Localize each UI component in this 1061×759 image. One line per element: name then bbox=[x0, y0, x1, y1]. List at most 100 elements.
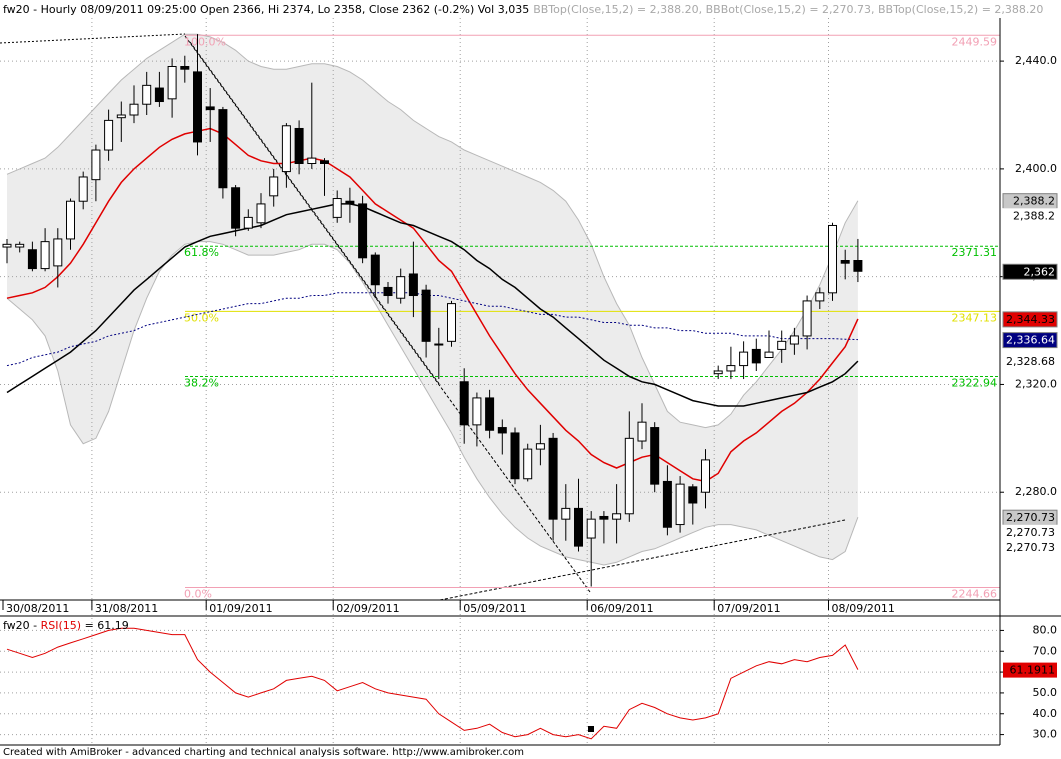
candle-body bbox=[218, 109, 228, 189]
candle-body bbox=[688, 486, 698, 504]
candle-body bbox=[789, 335, 799, 345]
candle-body bbox=[701, 459, 710, 493]
fib-level-label: 38.2% bbox=[184, 377, 219, 390]
header: fw20 - Hourly 08/09/2011 09:25:00 Open 2… bbox=[3, 3, 1043, 16]
axes: 2,440.02,400.02,3602,320.02,280.030/08/2… bbox=[0, 18, 1061, 746]
candle-body bbox=[485, 397, 495, 431]
fib-level-value: 2371.31 bbox=[952, 246, 998, 259]
candle-body bbox=[472, 397, 482, 426]
candle-body bbox=[396, 276, 406, 299]
candle-body bbox=[281, 125, 291, 173]
candle-body bbox=[129, 103, 139, 116]
rsi-marker bbox=[588, 726, 594, 732]
candle-body bbox=[193, 71, 202, 143]
candle-body bbox=[650, 427, 660, 485]
candle-body bbox=[104, 119, 114, 151]
price-box bbox=[1002, 263, 1058, 280]
candle-body bbox=[231, 187, 241, 229]
candle-body bbox=[66, 200, 75, 240]
candle-body bbox=[751, 348, 761, 364]
candle-body bbox=[764, 351, 774, 359]
date-label: 02/09/2011 bbox=[336, 602, 399, 615]
candle-body bbox=[662, 480, 672, 528]
price-box bbox=[1002, 539, 1058, 556]
rsi-tick-label: 40.0 bbox=[1033, 707, 1058, 720]
candle-body bbox=[828, 224, 837, 294]
date-label: 08/09/2011 bbox=[832, 602, 895, 615]
candle-body bbox=[612, 513, 622, 520]
candle-body bbox=[15, 243, 25, 248]
rsi-tick-label: 70.0 bbox=[1033, 644, 1058, 657]
price-box-label: 2,270.73 bbox=[1006, 541, 1055, 554]
date-label: 31/08/2011 bbox=[95, 602, 158, 615]
candle-body bbox=[624, 437, 634, 515]
price-box-label: 2,328.68 bbox=[1006, 355, 1055, 368]
candles bbox=[2, 34, 863, 732]
fib-level-label: 61.8% bbox=[184, 246, 219, 259]
fib-level-value: 2322.94 bbox=[952, 377, 998, 390]
candle-body bbox=[167, 66, 177, 100]
indicator-lines bbox=[6, 127, 859, 740]
price-box-label: 2,344.33 bbox=[1006, 313, 1055, 326]
header-indicators: BBTop(Close,15,2) = 2,388.20, BBBot(Clos… bbox=[533, 3, 1043, 16]
candle-body bbox=[320, 160, 329, 165]
price-box-label: 2,362 bbox=[1024, 265, 1056, 278]
fib-level-label: 50.0% bbox=[184, 311, 219, 324]
candle-body bbox=[497, 427, 507, 434]
trend-line bbox=[439, 519, 846, 601]
candle-body bbox=[27, 249, 37, 270]
date-label: 06/09/2011 bbox=[590, 602, 653, 615]
indicator-line bbox=[6, 127, 859, 483]
price-box-label: 2,336.64 bbox=[1006, 334, 1055, 347]
candle-body bbox=[91, 149, 101, 181]
candle-body bbox=[370, 254, 380, 286]
candle-body bbox=[853, 260, 863, 272]
candle-body bbox=[116, 114, 126, 119]
candle-body bbox=[713, 370, 723, 375]
candle-body bbox=[840, 260, 850, 264]
candle-body bbox=[53, 238, 63, 267]
candle-body bbox=[408, 273, 418, 297]
candle-body bbox=[345, 200, 355, 205]
candle-body bbox=[2, 243, 12, 248]
rsi-value-box-label: 61.1911 bbox=[1010, 664, 1056, 677]
candle-body bbox=[78, 176, 88, 202]
fib-level-value: 2449.59 bbox=[952, 35, 998, 48]
candle-body bbox=[586, 518, 596, 539]
price-box-label: 2,270.73 bbox=[1006, 511, 1055, 524]
trend-line bbox=[0, 33, 186, 44]
y-tick-label: 2,400.0 bbox=[1015, 162, 1057, 175]
price-box bbox=[1002, 311, 1058, 328]
fib-level-value: 2347.13 bbox=[952, 311, 998, 324]
indicator-line bbox=[6, 292, 858, 367]
candle-body bbox=[726, 365, 736, 372]
rsi-title-part: fw20 - bbox=[3, 619, 41, 632]
candle-body bbox=[142, 84, 152, 105]
candle-body bbox=[256, 203, 266, 224]
candle-body bbox=[459, 381, 469, 426]
candle-body bbox=[637, 421, 647, 442]
price-box bbox=[1002, 332, 1058, 349]
band-lower bbox=[6, 241, 859, 566]
candle-body bbox=[815, 292, 825, 302]
candle-body bbox=[574, 507, 583, 547]
candle-body bbox=[447, 303, 456, 342]
candle-body bbox=[421, 289, 431, 342]
rsi-title-part: RSI(15) bbox=[41, 619, 81, 632]
candle-body bbox=[739, 351, 749, 367]
band-upper bbox=[6, 33, 859, 429]
fib-level-value: 2244.66 bbox=[952, 587, 998, 600]
candle-body bbox=[40, 241, 50, 270]
candle-body bbox=[523, 448, 533, 480]
candle-body bbox=[777, 340, 787, 350]
y-tick-label: 2,280.0 bbox=[1015, 485, 1057, 498]
rsi-tick-label: 80.0 bbox=[1033, 623, 1058, 636]
candle-body bbox=[675, 483, 685, 526]
candle-body bbox=[205, 106, 215, 111]
price-box bbox=[1002, 208, 1058, 225]
y-tick-label: 2,320.0 bbox=[1015, 377, 1057, 390]
rsi-tick-label: 50.0 bbox=[1033, 686, 1058, 699]
y-tick-label: 2,440.0 bbox=[1015, 54, 1057, 67]
footer: Created with AmiBroker - advanced charti… bbox=[3, 747, 524, 758]
